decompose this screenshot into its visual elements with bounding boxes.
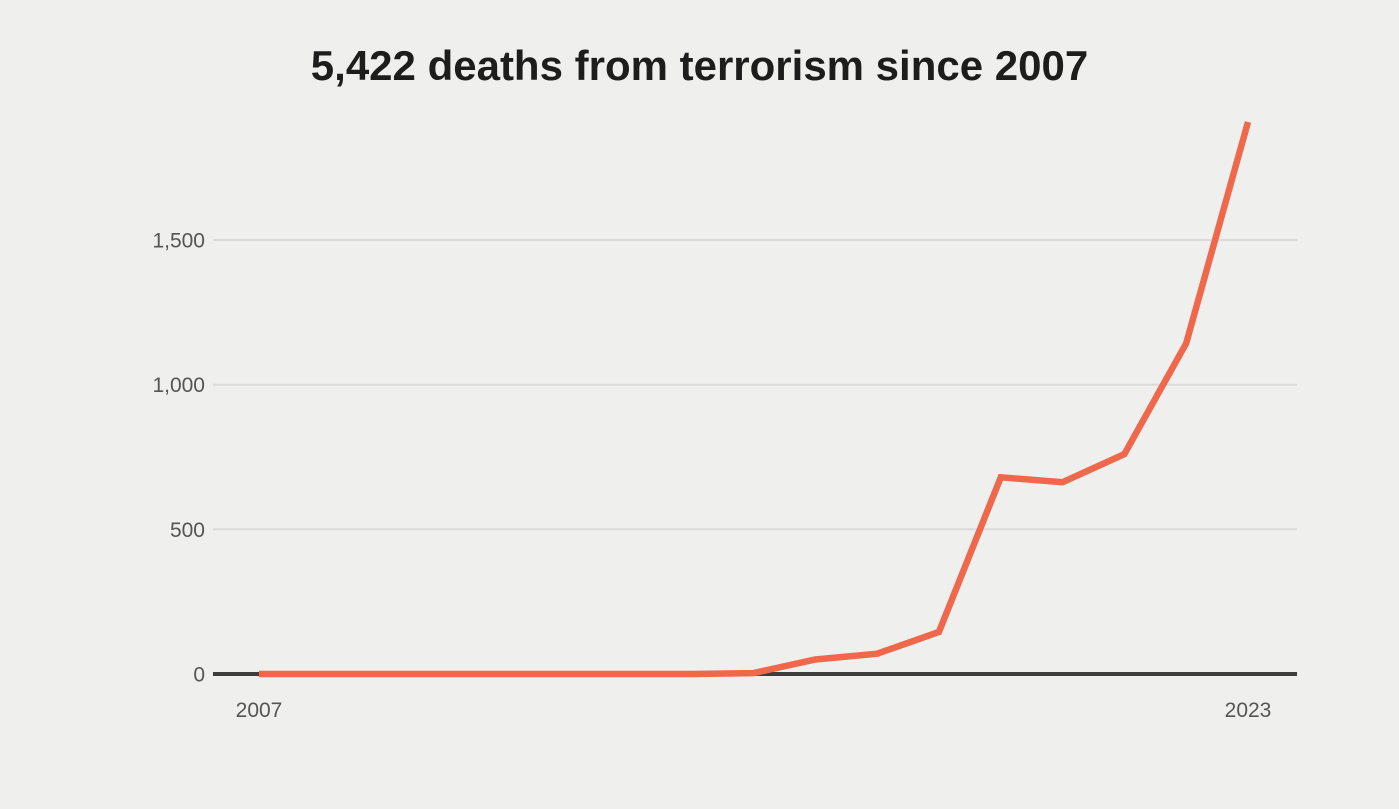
y-tick-label: 500 bbox=[170, 519, 205, 542]
y-tick-label: 0 bbox=[193, 664, 205, 687]
chart-title: 5,422 deaths from terrorism since 2007 bbox=[310, 42, 1089, 89]
data-line bbox=[259, 121, 1252, 678]
x-tick-label: 2007 bbox=[236, 699, 283, 722]
x-tick-label: 2023 bbox=[1225, 699, 1272, 722]
y-tick-label: 1,500 bbox=[152, 230, 205, 253]
y-tick-label: 1,000 bbox=[152, 374, 205, 397]
